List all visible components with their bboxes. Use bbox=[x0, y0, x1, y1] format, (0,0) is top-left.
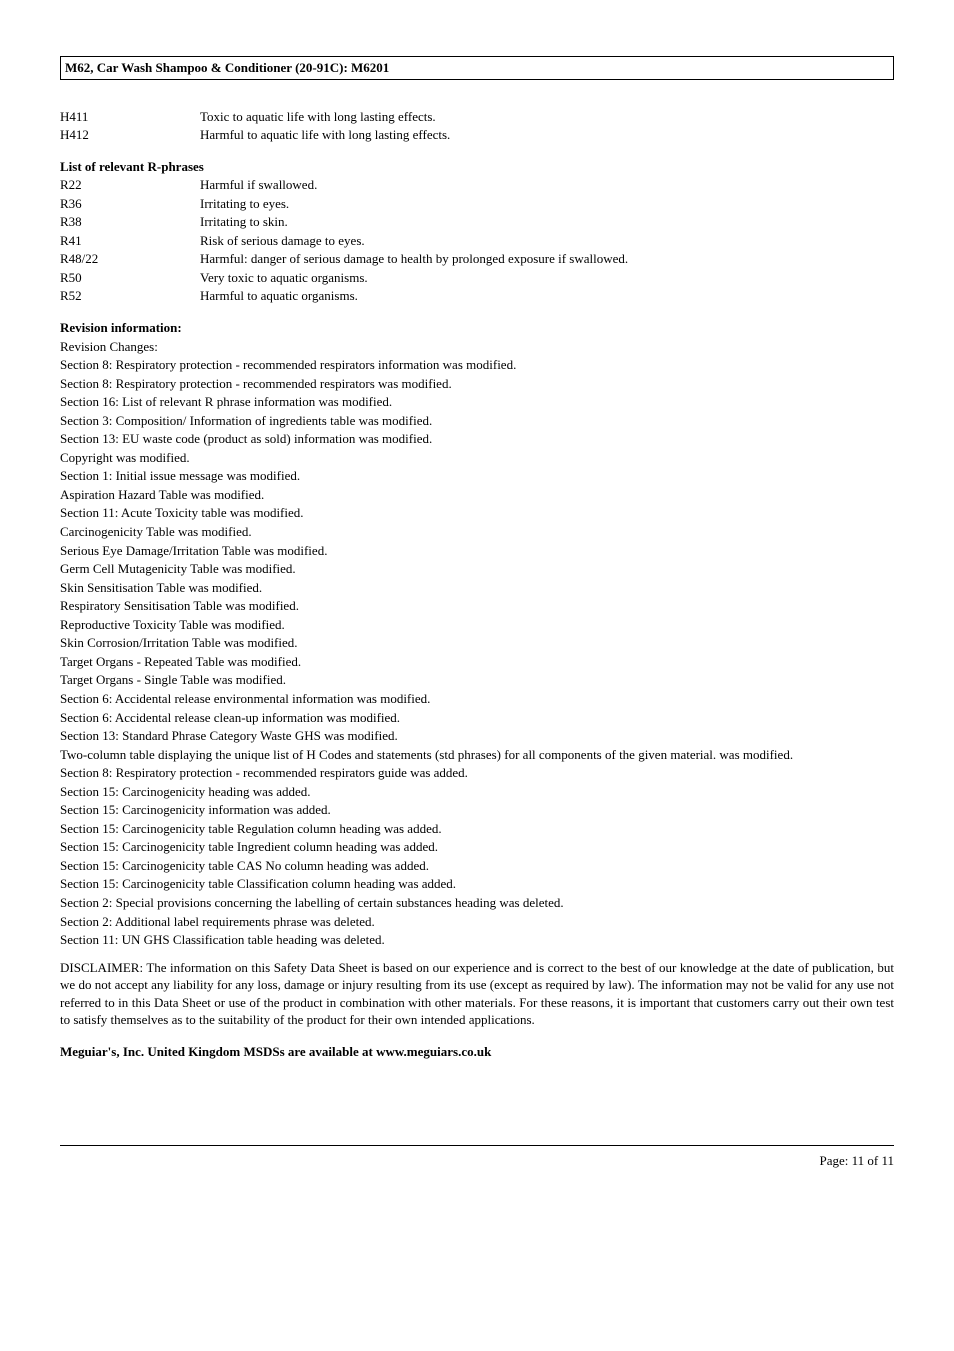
rphrase-row: R36 Irritating to eyes. bbox=[60, 195, 894, 213]
revision-line: Section 15: Carcinogenicity table Regula… bbox=[60, 820, 894, 838]
rphrase-code: R38 bbox=[60, 213, 200, 231]
revision-line: Section 13: Standard Phrase Category Was… bbox=[60, 727, 894, 745]
revision-line: Skin Sensitisation Table was modified. bbox=[60, 579, 894, 597]
revision-line: Section 8: Respiratory protection - reco… bbox=[60, 375, 894, 393]
revision-line: Section 6: Accidental release clean-up i… bbox=[60, 709, 894, 727]
header-title-box: M62, Car Wash Shampoo & Conditioner (20-… bbox=[60, 56, 894, 80]
revision-changes-block: Section 8: Respiratory protection - reco… bbox=[60, 356, 894, 949]
rphrases-block: R22 Harmful if swallowed. R36 Irritating… bbox=[60, 176, 894, 305]
revision-line: Section 15: Carcinogenicity information … bbox=[60, 801, 894, 819]
revision-line: Carcinogenicity Table was modified. bbox=[60, 523, 894, 541]
rphrase-text: Very toxic to aquatic organisms. bbox=[200, 269, 894, 287]
revision-line: Reproductive Toxicity Table was modified… bbox=[60, 616, 894, 634]
revision-line: Section 8: Respiratory protection - reco… bbox=[60, 356, 894, 374]
revision-line: Section 15: Carcinogenicity heading was … bbox=[60, 783, 894, 801]
rphrase-code: R50 bbox=[60, 269, 200, 287]
revision-line: Target Organs - Repeated Table was modif… bbox=[60, 653, 894, 671]
hcode-text: Harmful to aquatic life with long lastin… bbox=[200, 126, 894, 144]
hcodes-block: H411 Toxic to aquatic life with long las… bbox=[60, 108, 894, 144]
rphrase-code: R41 bbox=[60, 232, 200, 250]
rphrase-text: Harmful to aquatic organisms. bbox=[200, 287, 894, 305]
header-title: M62, Car Wash Shampoo & Conditioner (20-… bbox=[65, 60, 389, 75]
revision-line: Two-column table displaying the unique l… bbox=[60, 746, 894, 764]
hcode-text: Toxic to aquatic life with long lasting … bbox=[200, 108, 894, 126]
rphrase-text: Irritating to skin. bbox=[200, 213, 894, 231]
revision-line: Section 3: Composition/ Information of i… bbox=[60, 412, 894, 430]
rphrase-code: R22 bbox=[60, 176, 200, 194]
revision-line: Section 16: List of relevant R phrase in… bbox=[60, 393, 894, 411]
revision-line: Section 13: EU waste code (product as so… bbox=[60, 430, 894, 448]
revision-line: Section 6: Accidental release environmen… bbox=[60, 690, 894, 708]
page-footer: Page: 11 of 11 bbox=[60, 1145, 894, 1170]
revision-heading: Revision information: bbox=[60, 319, 894, 337]
revision-line: Section 2: Additional label requirements… bbox=[60, 913, 894, 931]
hcode-key: H411 bbox=[60, 108, 200, 126]
rphrase-text: Irritating to eyes. bbox=[200, 195, 894, 213]
revision-line: Section 11: Acute Toxicity table was mod… bbox=[60, 504, 894, 522]
revision-line: Section 15: Carcinogenicity table Ingred… bbox=[60, 838, 894, 856]
rphrases-heading: List of relevant R-phrases bbox=[60, 158, 894, 176]
revision-line: Section 1: Initial issue message was mod… bbox=[60, 467, 894, 485]
revision-line: Section 2: Special provisions concerning… bbox=[60, 894, 894, 912]
rphrase-text: Harmful if swallowed. bbox=[200, 176, 894, 194]
revision-line: Copyright was modified. bbox=[60, 449, 894, 467]
rphrase-text: Risk of serious damage to eyes. bbox=[200, 232, 894, 250]
rphrase-row: R50 Very toxic to aquatic organisms. bbox=[60, 269, 894, 287]
disclaimer-text: DISCLAIMER: The information on this Safe… bbox=[60, 959, 894, 1029]
rphrase-row: R48/22 Harmful: danger of serious damage… bbox=[60, 250, 894, 268]
rphrase-row: R41 Risk of serious damage to eyes. bbox=[60, 232, 894, 250]
rphrase-code: R48/22 bbox=[60, 250, 200, 268]
revision-line: Section 15: Carcinogenicity table CAS No… bbox=[60, 857, 894, 875]
revision-line: Serious Eye Damage/Irritation Table was … bbox=[60, 542, 894, 560]
revision-line: Target Organs - Single Table was modifie… bbox=[60, 671, 894, 689]
revision-line: Aspiration Hazard Table was modified. bbox=[60, 486, 894, 504]
revision-line: Section 8: Respiratory protection - reco… bbox=[60, 764, 894, 782]
rphrase-text: Harmful: danger of serious damage to hea… bbox=[200, 250, 894, 268]
revision-line: Section 11: UN GHS Classification table … bbox=[60, 931, 894, 949]
revision-line: Skin Corrosion/Irritation Table was modi… bbox=[60, 634, 894, 652]
footer-divider bbox=[60, 1145, 894, 1146]
rphrase-code: R52 bbox=[60, 287, 200, 305]
revision-line: Section 15: Carcinogenicity table Classi… bbox=[60, 875, 894, 893]
rphrase-row: R22 Harmful if swallowed. bbox=[60, 176, 894, 194]
rphrase-row: R38 Irritating to skin. bbox=[60, 213, 894, 231]
revision-subheading: Revision Changes: bbox=[60, 338, 894, 356]
page-number: Page: 11 of 11 bbox=[60, 1152, 894, 1170]
revision-line: Respiratory Sensitisation Table was modi… bbox=[60, 597, 894, 615]
hcode-row: H411 Toxic to aquatic life with long las… bbox=[60, 108, 894, 126]
availability-text: Meguiar's, Inc. United Kingdom MSDSs are… bbox=[60, 1043, 894, 1061]
rphrase-code: R36 bbox=[60, 195, 200, 213]
revision-line: Germ Cell Mutagenicity Table was modifie… bbox=[60, 560, 894, 578]
rphrase-row: R52 Harmful to aquatic organisms. bbox=[60, 287, 894, 305]
hcode-key: H412 bbox=[60, 126, 200, 144]
hcode-row: H412 Harmful to aquatic life with long l… bbox=[60, 126, 894, 144]
